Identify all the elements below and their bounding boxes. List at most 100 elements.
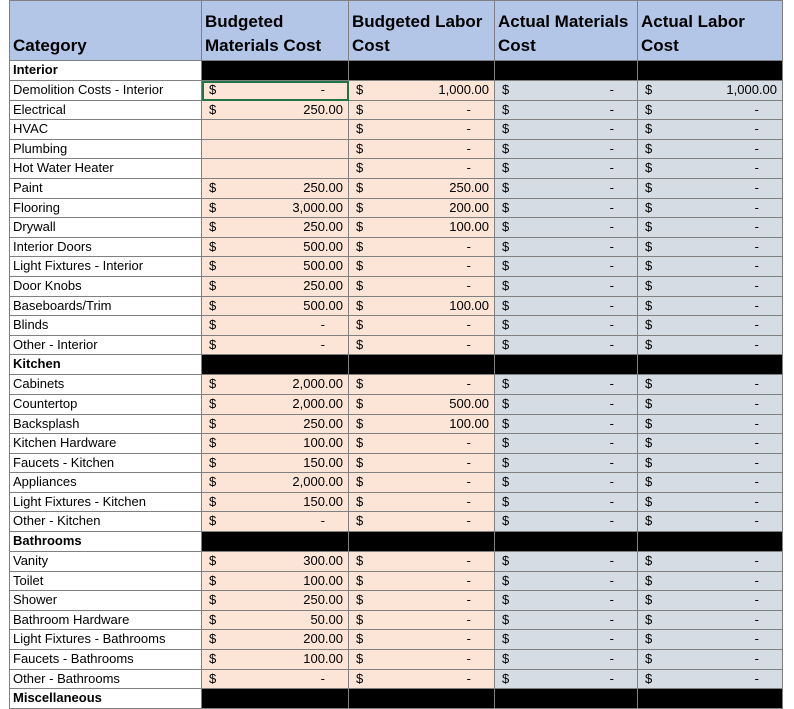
category-cell[interactable]: Hot Water Heater <box>10 159 202 179</box>
category-cell[interactable]: Other - Interior <box>10 335 202 356</box>
amount-cell[interactable]: $ - <box>638 276 783 297</box>
amount-cell[interactable]: $ - <box>349 335 495 356</box>
amount-cell[interactable]: $ - <box>495 375 638 395</box>
category-cell[interactable]: Kitchen Hardware <box>10 434 202 454</box>
amount-cell[interactable]: $ - <box>638 100 783 121</box>
amount-cell[interactable]: $3,000.00 <box>202 198 349 219</box>
amount-cell[interactable]: $ - <box>349 650 495 670</box>
section-label[interactable]: Miscellaneous <box>10 689 202 709</box>
amount-cell[interactable]: $ - <box>638 394 783 415</box>
section-fill[interactable] <box>202 532 349 553</box>
section-label[interactable]: Interior <box>10 61 202 81</box>
amount-cell[interactable]: $ - <box>495 276 638 297</box>
category-cell[interactable]: Demolition Costs - Interior <box>10 81 202 101</box>
amount-cell[interactable]: $ - <box>495 335 638 356</box>
amount-cell[interactable]: $250.00 <box>202 414 349 435</box>
amount-cell[interactable]: $50.00 <box>202 610 349 631</box>
amount-cell[interactable]: $1,000.00 <box>349 81 495 101</box>
amount-cell[interactable]: $250.00 <box>349 178 495 199</box>
amount-cell[interactable]: $ - <box>638 414 783 435</box>
amount-cell[interactable]: $ - <box>202 335 349 356</box>
category-cell[interactable]: Light Fixtures - Interior <box>10 257 202 277</box>
amount-cell[interactable]: $ - <box>638 159 783 179</box>
category-cell[interactable]: Electrical <box>10 100 202 121</box>
amount-cell[interactable]: $250.00 <box>202 276 349 297</box>
category-cell[interactable]: Toilet <box>10 571 202 592</box>
amount-cell[interactable]: $ - <box>638 650 783 670</box>
amount-cell[interactable]: $ - <box>638 257 783 277</box>
column-header[interactable]: Budgeted Materials Cost <box>202 0 349 61</box>
amount-cell[interactable]: $ - <box>495 198 638 219</box>
amount-cell[interactable]: $ - <box>638 434 783 454</box>
amount-cell[interactable]: $ - <box>349 139 495 160</box>
amount-cell[interactable]: $ - <box>349 237 495 258</box>
amount-cell[interactable]: $250.00 <box>202 100 349 121</box>
amount-cell[interactable]: $ - <box>495 316 638 336</box>
category-cell[interactable]: Blinds <box>10 316 202 336</box>
category-cell[interactable]: Interior Doors <box>10 237 202 258</box>
amount-cell[interactable]: $ - <box>495 434 638 454</box>
category-cell[interactable]: Paint <box>10 178 202 199</box>
amount-cell[interactable]: $250.00 <box>202 591 349 611</box>
amount-cell[interactable] <box>202 120 349 140</box>
amount-cell[interactable]: $500.00 <box>202 296 349 317</box>
category-cell[interactable]: Shower <box>10 591 202 611</box>
amount-cell[interactable]: $ - <box>349 630 495 651</box>
amount-cell[interactable]: $150.00 <box>202 492 349 513</box>
category-cell[interactable]: Flooring <box>10 198 202 219</box>
amount-cell[interactable]: $100.00 <box>349 296 495 317</box>
column-header[interactable]: Actual Materials Cost <box>495 0 638 61</box>
amount-cell[interactable]: $ - <box>638 453 783 474</box>
amount-cell[interactable]: $ - <box>638 375 783 395</box>
amount-cell[interactable]: $ - <box>638 591 783 611</box>
amount-cell[interactable]: $ - <box>638 120 783 140</box>
amount-cell[interactable]: $ - <box>495 473 638 493</box>
column-header[interactable]: Category <box>10 0 202 61</box>
amount-cell[interactable]: $ - <box>349 610 495 631</box>
amount-cell[interactable]: $200.00 <box>349 198 495 219</box>
section-fill[interactable] <box>349 355 495 376</box>
amount-cell[interactable]: $ - <box>349 257 495 277</box>
amount-cell[interactable]: $ - <box>495 237 638 258</box>
amount-cell[interactable]: $500.00 <box>202 237 349 258</box>
amount-cell[interactable]: $200.00 <box>202 630 349 651</box>
amount-cell[interactable]: $ - <box>638 492 783 513</box>
category-cell[interactable]: Bathroom Hardware <box>10 610 202 631</box>
amount-cell[interactable]: $ - <box>495 492 638 513</box>
amount-cell[interactable]: $ - <box>495 159 638 179</box>
amount-cell[interactable]: $ - <box>638 296 783 317</box>
amount-cell[interactable]: $ - <box>349 669 495 690</box>
amount-cell[interactable]: $ - <box>202 81 349 101</box>
amount-cell[interactable]: $ - <box>495 100 638 121</box>
amount-cell[interactable] <box>202 139 349 160</box>
section-fill[interactable] <box>202 355 349 376</box>
section-fill[interactable] <box>495 532 638 553</box>
amount-cell[interactable]: $ - <box>349 571 495 592</box>
section-fill[interactable] <box>495 61 638 81</box>
amount-cell[interactable]: $ - <box>495 81 638 101</box>
amount-cell[interactable]: $ - <box>638 316 783 336</box>
amount-cell[interactable]: $ - <box>495 610 638 631</box>
amount-cell[interactable]: $ - <box>638 552 783 572</box>
section-fill[interactable] <box>495 689 638 709</box>
section-fill[interactable] <box>638 689 783 709</box>
section-fill[interactable] <box>638 355 783 376</box>
section-fill[interactable] <box>349 532 495 553</box>
category-cell[interactable]: HVAC <box>10 120 202 140</box>
category-cell[interactable]: Appliances <box>10 473 202 493</box>
amount-cell[interactable]: $ - <box>495 552 638 572</box>
amount-cell[interactable]: $ - <box>495 257 638 277</box>
section-fill[interactable] <box>495 355 638 376</box>
amount-cell[interactable]: $ - <box>495 394 638 415</box>
section-fill[interactable] <box>638 61 783 81</box>
amount-cell[interactable]: $100.00 <box>349 218 495 238</box>
amount-cell[interactable]: $100.00 <box>202 571 349 592</box>
section-fill[interactable] <box>202 61 349 81</box>
amount-cell[interactable]: $ - <box>638 669 783 690</box>
category-cell[interactable]: Faucets - Kitchen <box>10 453 202 474</box>
amount-cell[interactable]: $ - <box>495 296 638 317</box>
amount-cell[interactable]: $ - <box>495 178 638 199</box>
amount-cell[interactable]: $ - <box>349 120 495 140</box>
category-cell[interactable]: Cabinets <box>10 375 202 395</box>
section-fill[interactable] <box>349 689 495 709</box>
